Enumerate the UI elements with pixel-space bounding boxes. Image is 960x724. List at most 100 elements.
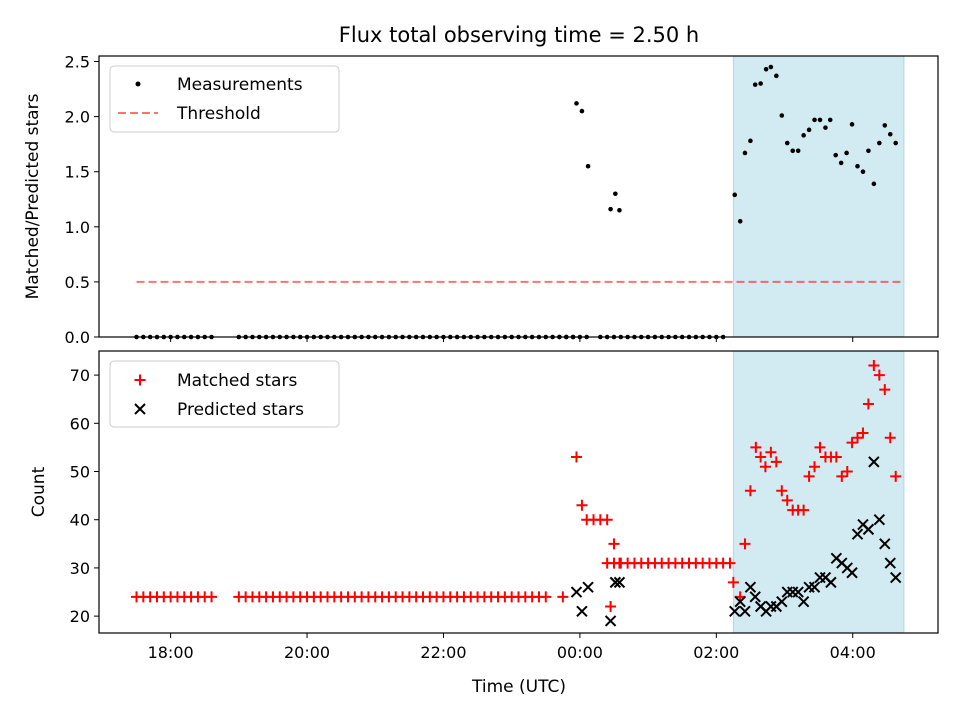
matched-star-point <box>608 538 620 550</box>
y-tick-label: 0.5 <box>65 273 90 292</box>
measurement-point <box>833 152 838 158</box>
y-tick-label: 20 <box>70 607 90 626</box>
y-tick-label: 70 <box>70 366 90 385</box>
measurement-point <box>748 138 753 144</box>
predicted-star-point <box>613 576 626 589</box>
predicted-star-point <box>729 605 741 618</box>
matched-star-point <box>798 504 810 516</box>
predicted-star-point <box>797 595 810 608</box>
measurement-point <box>752 82 758 87</box>
legend: Measurements Threshold <box>109 65 340 133</box>
measurement-point <box>574 101 579 106</box>
matched-star-point <box>605 600 617 612</box>
predicted-star-point <box>609 576 622 589</box>
measurement-point <box>763 66 769 72</box>
measurement-point <box>732 192 738 198</box>
y-tick-label: 1.5 <box>65 163 90 182</box>
axes-frame <box>98 55 939 338</box>
matched-star-point <box>601 514 613 526</box>
top-panel: 0.0 0.5 1.0 1.5 2.0 2.5 Matched/Predicted star… <box>23 53 939 347</box>
measurement-point <box>871 181 877 187</box>
y-tick-label: 2.0 <box>65 108 90 127</box>
measurement-point <box>608 206 613 212</box>
matched-star-point <box>809 461 821 473</box>
matched-star-point <box>744 485 756 497</box>
matched-star-point <box>750 441 762 453</box>
predicted-star-point <box>734 595 746 608</box>
y-tick-label: 40 <box>70 511 90 530</box>
matched-star-point <box>776 485 788 497</box>
matched-star-point <box>781 494 793 506</box>
predicted-star-point <box>868 456 880 468</box>
matched-star-point <box>873 369 885 381</box>
matched-star-point <box>570 451 582 463</box>
y-tick-label: 30 <box>70 559 90 578</box>
matched-star-point <box>814 441 826 453</box>
x-tick-label: 20:00 <box>284 643 330 662</box>
x-tick-label: 02:00 <box>693 643 739 662</box>
matched-star-point <box>884 432 896 444</box>
matched-star-point <box>557 591 569 603</box>
legend-matched-marker <box>134 374 146 386</box>
y-tick-label: 50 <box>70 463 90 482</box>
predicted-star-point <box>851 528 864 540</box>
y-tick-label: 60 <box>70 414 90 433</box>
matched-star-point <box>765 446 777 458</box>
measurement-point <box>758 81 763 86</box>
predicted-star-point <box>862 523 875 536</box>
matched-star-point <box>755 451 767 463</box>
legend-predicted-marker <box>134 403 146 415</box>
legend-label: Threshold <box>176 104 261 124</box>
measurement-point <box>617 207 622 213</box>
predicted-star-point <box>808 581 821 593</box>
predicted-star-point <box>873 514 886 526</box>
predicted-star-point <box>792 586 804 598</box>
measurement-point <box>790 148 796 154</box>
measurement-point <box>768 64 774 70</box>
predicted-star-point <box>744 581 757 593</box>
measurement-point <box>838 160 844 166</box>
measurement-point <box>855 163 860 169</box>
measurement-point <box>742 150 748 156</box>
matched-star-point <box>727 576 739 588</box>
measurement-point <box>806 127 812 133</box>
highlight-span <box>732 350 905 634</box>
matched-star-point <box>852 432 864 444</box>
predicted-star-point <box>890 571 902 584</box>
predicted-star-point <box>576 605 588 618</box>
predicted-star-point <box>884 557 896 569</box>
matched-star-point <box>868 359 880 371</box>
measurement-point <box>823 125 828 130</box>
x-axis-label: Time (UTC) <box>471 677 566 697</box>
measurement-point <box>893 140 899 146</box>
legend-measurement-marker <box>135 81 141 87</box>
matched-star-point <box>836 470 848 482</box>
legend-label: Matched stars <box>177 371 297 391</box>
measurement-point <box>812 117 817 123</box>
measurement-point <box>844 150 849 156</box>
measurement-point <box>579 108 585 114</box>
axes-frame <box>98 350 939 634</box>
bottom-panel: 20 30 40 50 60 70 18:00 20:00 22:00 00:00 02:00 04:… <box>29 350 939 662</box>
measurement-point <box>737 218 743 224</box>
predicted-star-point <box>570 586 583 598</box>
measurement-point <box>795 148 801 154</box>
measurement-point <box>784 140 790 146</box>
chart-title: Flux total observing time = 2.50 h <box>339 23 699 47</box>
measurement-point <box>877 140 882 146</box>
matched-star-point <box>879 384 891 396</box>
measurement-point <box>774 73 779 79</box>
matched-star-point <box>803 470 815 482</box>
measurement-point <box>827 117 833 123</box>
predicted-star-point <box>879 538 891 550</box>
matched-star-point <box>613 557 625 569</box>
y-tick-label: 0.0 <box>65 328 90 347</box>
measurement-point <box>887 131 893 137</box>
x-tick-label: 18:00 <box>148 643 194 662</box>
legend-box <box>109 65 340 133</box>
matched-star-point <box>846 437 858 449</box>
measurement-point <box>801 133 806 138</box>
matched-star-point <box>770 456 782 468</box>
measurement-point <box>613 191 618 197</box>
